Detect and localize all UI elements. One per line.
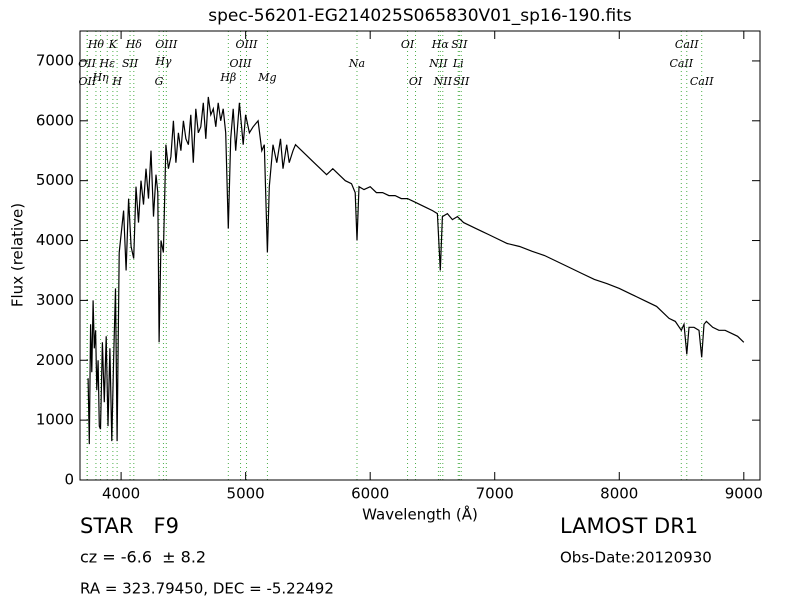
chart-title: spec-56201-EG214025S065830V01_sp16-190.f…	[208, 6, 632, 26]
spectral-line-label: OIII	[235, 38, 258, 51]
spectral-line-label: H	[111, 75, 122, 88]
x-tick-label: 4000	[102, 485, 140, 503]
object-class: STAR F9	[80, 514, 179, 538]
y-tick-label: 6000	[36, 111, 74, 129]
spectral-line-label: Hδ	[125, 38, 143, 51]
spectral-line-label: CaII	[669, 57, 693, 70]
spectral-line-label: Hα	[431, 38, 450, 51]
coordinates: RA = 323.79450, DEC = -5.22492	[80, 580, 334, 598]
x-tick-label: 6000	[351, 485, 389, 503]
spectral-line-label: K	[108, 38, 118, 51]
survey: LAMOST DR1	[560, 514, 698, 538]
y-tick-label: 4000	[36, 231, 74, 249]
spectral-line-label: Mg	[257, 71, 276, 84]
x-tick-label: 8000	[600, 485, 638, 503]
x-tick-label: 7000	[476, 485, 514, 503]
spectral-line-label: OII	[78, 75, 96, 88]
spectral-line-label: Hβ	[219, 71, 236, 84]
spectral-line-label: CaII	[675, 38, 699, 51]
spectral-line-label: Hθ	[87, 38, 105, 51]
spectral-line-label: SII	[451, 38, 468, 51]
obs-date: Obs-Date:20120930	[560, 549, 712, 567]
spectral-line-label: NII	[428, 57, 448, 70]
spectral-line-label: G	[155, 75, 164, 88]
x-axis-label: Wavelength (Å)	[362, 505, 478, 524]
spectrum-line	[87, 96, 745, 445]
spectral-line-label: OI	[401, 38, 415, 51]
redshift: cz = -6.6 ± 8.2	[80, 548, 206, 567]
spectral-line-label: SII	[122, 57, 139, 70]
y-tick-label: 3000	[36, 291, 74, 309]
y-tick-label: 1000	[36, 411, 74, 429]
y-tick-label: 0	[64, 471, 74, 489]
spectral-line-label: Na	[348, 57, 365, 70]
y-tick-label: 7000	[36, 51, 74, 69]
spectral-line-label: Hγ	[154, 55, 172, 68]
plot-frame	[79, 30, 761, 481]
spectral-line-label: Hε	[99, 57, 116, 70]
y-tick-label: 5000	[36, 171, 74, 189]
x-tick-label: 9000	[725, 485, 763, 503]
spectral-line-label: NII	[433, 75, 453, 88]
y-tick-label: 2000	[36, 351, 74, 369]
spectral-line-label: SII	[453, 75, 470, 88]
spectral-line-label: CaII	[690, 75, 714, 88]
spectral-line-label: Hη	[91, 71, 109, 84]
x-tick-label: 5000	[227, 485, 265, 503]
y-axis-label: Flux (relative)	[9, 203, 27, 307]
spectral-line-label: OI	[409, 75, 423, 88]
spectral-line-label: OIII	[155, 38, 178, 51]
spectral-line-label: OIII	[230, 57, 253, 70]
spectral-line-label: Li	[452, 57, 464, 70]
